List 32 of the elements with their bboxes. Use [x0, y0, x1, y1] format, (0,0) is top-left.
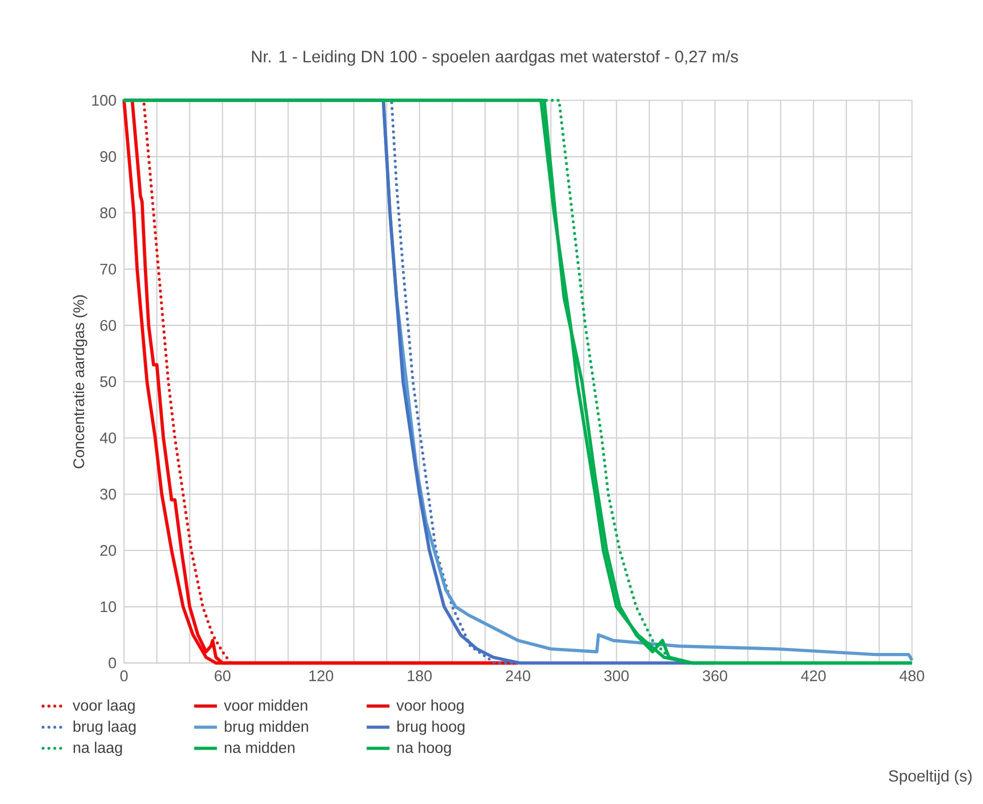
- y-tick-label: 70: [100, 264, 116, 275]
- legend-label: na midden: [224, 742, 294, 754]
- x-tick-label: 360: [702, 670, 728, 682]
- legend-label: na hoog: [397, 742, 451, 756]
- y-tick-label: 0: [108, 658, 116, 668]
- x-tick-label: 0: [120, 670, 128, 682]
- y-tick-label: 50: [100, 376, 116, 388]
- x-tick-label: 120: [309, 670, 334, 682]
- y-axis-title: Concentratie aardgas (%): [72, 295, 88, 468]
- y-tick-label: 20: [100, 545, 116, 556]
- y-tick-label: 40: [100, 432, 116, 444]
- chart-title: Nr. 1 - Leiding DN 100 - spoelen aardgas met waterstof - 0,27 m/s: [252, 50, 738, 66]
- legend-label: voor midden: [224, 700, 308, 711]
- x-tick-label: 180: [408, 670, 432, 682]
- y-tick-label: 80: [100, 207, 116, 218]
- legend-label: voor hoog: [396, 700, 464, 714]
- legend-label: brug laag: [74, 720, 136, 735]
- x-tick-label: 480: [900, 670, 924, 682]
- x-tick-label: 300: [604, 670, 629, 682]
- y-tick-label: 90: [100, 151, 116, 162]
- y-tick-label: 60: [100, 320, 116, 331]
- x-tick-label: 240: [506, 670, 530, 682]
- legend-label: voor laag: [72, 700, 135, 714]
- text: Spoeltijd (s): [888, 770, 972, 785]
- x-tick-label: 420: [801, 670, 826, 682]
- y-tick-label: 100: [92, 94, 116, 106]
- legend-label: brug hoog: [397, 720, 464, 735]
- legend-label: brug midden: [224, 720, 308, 735]
- legend-label: na laag: [74, 742, 122, 756]
- y-tick-label: 10: [100, 601, 116, 612]
- y-tick-label: 30: [100, 488, 116, 500]
- x-tick-label: 60: [214, 670, 230, 682]
